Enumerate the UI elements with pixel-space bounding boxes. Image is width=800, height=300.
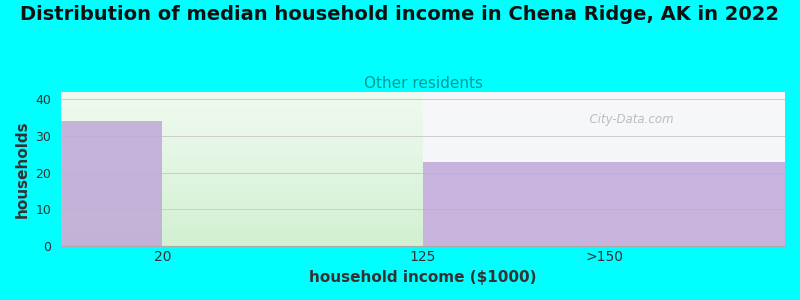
Title: Other residents: Other residents [363, 76, 482, 91]
Bar [61, 122, 162, 246]
Text: Distribution of median household income in Chena Ridge, AK in 2022: Distribution of median household income … [21, 4, 779, 23]
Bar [423, 162, 785, 246]
X-axis label: household income ($1000): household income ($1000) [310, 270, 537, 285]
Text: City-Data.com: City-Data.com [582, 113, 674, 126]
Y-axis label: households: households [15, 120, 30, 218]
